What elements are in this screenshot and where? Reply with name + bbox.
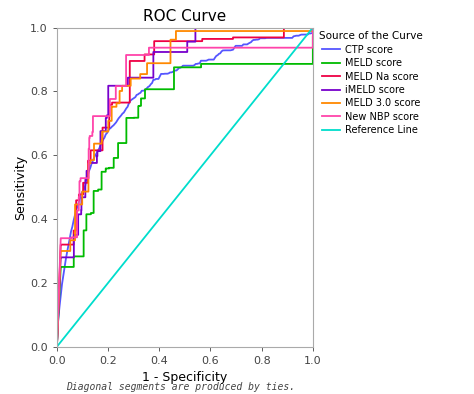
New NBP score xyxy=(310,25,316,30)
CTP score xyxy=(288,35,294,40)
CTP score xyxy=(70,225,75,229)
Y-axis label: Sensitivity: Sensitivity xyxy=(14,154,27,220)
Line: MELD score: MELD score xyxy=(57,37,313,347)
MELD 3.0 score xyxy=(192,29,198,33)
New NBP score xyxy=(59,236,64,241)
New NBP score xyxy=(86,147,91,151)
Line: MELD Na score: MELD Na score xyxy=(57,28,313,347)
Legend: CTP score, MELD score, MELD Na score, iMELD score, MELD 3.0 score, New NBP score: CTP score, MELD score, MELD Na score, iM… xyxy=(315,28,427,139)
MELD Na score xyxy=(82,180,87,185)
MELD score xyxy=(88,211,94,216)
MELD Na score xyxy=(130,59,136,63)
MELD score xyxy=(94,189,100,193)
Line: CTP score: CTP score xyxy=(57,33,313,347)
iMELD score xyxy=(192,25,198,30)
MELD Na score xyxy=(58,242,64,247)
CTP score xyxy=(297,33,303,37)
CTP score xyxy=(54,344,60,349)
iMELD score xyxy=(58,255,64,260)
iMELD score xyxy=(61,255,66,260)
MELD Na score xyxy=(60,242,65,247)
MELD Na score xyxy=(54,344,60,349)
Line: New NBP score: New NBP score xyxy=(57,28,313,347)
MELD score xyxy=(54,344,60,349)
X-axis label: 1 - Specificity: 1 - Specificity xyxy=(142,371,228,384)
MELD Na score xyxy=(142,52,147,57)
Line: iMELD score: iMELD score xyxy=(57,28,313,347)
MELD 3.0 score xyxy=(54,344,60,349)
MELD 3.0 score xyxy=(99,138,104,143)
New NBP score xyxy=(61,236,67,241)
CTP score xyxy=(101,135,107,140)
MELD score xyxy=(310,35,316,39)
New NBP score xyxy=(78,179,83,184)
MELD score xyxy=(58,265,64,269)
New NBP score xyxy=(54,344,60,349)
iMELD score xyxy=(54,344,60,349)
iMELD score xyxy=(310,25,316,30)
Title: ROC Curve: ROC Curve xyxy=(143,9,227,24)
MELD 3.0 score xyxy=(68,238,74,243)
MELD 3.0 score xyxy=(109,104,115,109)
MELD score xyxy=(131,115,137,120)
Text: Diagonal segments are produced by ties.: Diagonal segments are produced by ties. xyxy=(65,382,295,392)
MELD Na score xyxy=(77,192,82,197)
MELD Na score xyxy=(310,25,316,30)
MELD 3.0 score xyxy=(59,249,64,253)
CTP score xyxy=(122,108,128,113)
iMELD score xyxy=(158,50,164,54)
CTP score xyxy=(309,31,314,35)
New NBP score xyxy=(103,114,109,119)
Line: MELD 3.0 score: MELD 3.0 score xyxy=(57,31,313,347)
CTP score xyxy=(310,31,316,35)
CTP score xyxy=(64,249,70,254)
MELD score xyxy=(58,265,64,269)
MELD score xyxy=(122,141,128,145)
iMELD score xyxy=(60,255,65,260)
iMELD score xyxy=(82,177,88,182)
iMELD score xyxy=(125,75,131,80)
New NBP score xyxy=(69,235,74,240)
MELD Na score xyxy=(281,25,287,30)
MELD 3.0 score xyxy=(310,28,316,33)
MELD 3.0 score xyxy=(68,238,74,243)
